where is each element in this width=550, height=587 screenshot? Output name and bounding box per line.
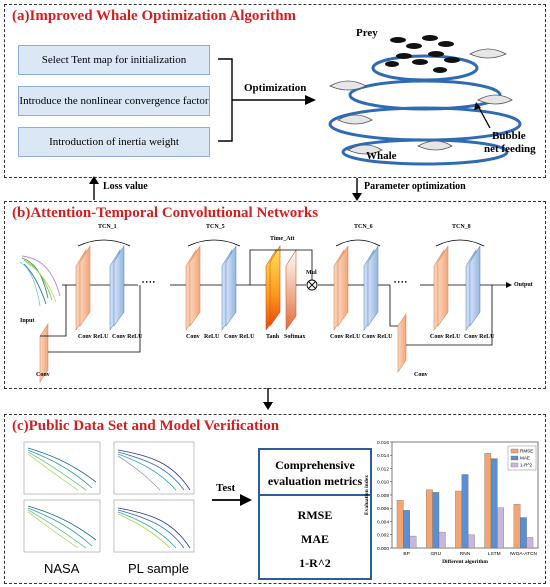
metric-1-r2: 1-R^2 [299, 556, 331, 570]
bar [461, 474, 469, 549]
metrics-box: Comprehensive evaluation metrics RMSE MA… [258, 448, 372, 580]
x-tick-label: GRU [430, 551, 441, 557]
panel-b-title: (b)Attention-Temporal Convolutional Netw… [12, 205, 319, 221]
nasa-label: NASA [44, 561, 80, 576]
layer-label-9: Conv ReLU [464, 334, 495, 340]
legend-label: MAE [520, 456, 530, 461]
panel-a-title: (a)Improved Whale Optimization Algorithm [12, 8, 297, 24]
panel-b [4, 201, 546, 389]
test-label: Test [216, 482, 236, 494]
legend-swatch [510, 462, 519, 468]
bar [484, 453, 492, 549]
bar [520, 517, 527, 549]
legend-swatch [510, 455, 519, 461]
tcn6-label: TCN_6 [354, 224, 373, 230]
legend-label: RMSE [520, 449, 533, 454]
y-tick-label: 0.006 [377, 506, 389, 512]
layer-label-1: Conv ReLU [78, 334, 109, 340]
layer-label-3: Conv [186, 334, 200, 340]
metric-rmse: RMSE [297, 508, 333, 522]
metrics-divider [260, 494, 370, 496]
y-tick-label: 0.004 [377, 519, 389, 525]
prey-label: Prey [356, 27, 378, 39]
bar [409, 535, 417, 549]
tcn1-label: TCN_1 [98, 224, 117, 230]
layer-label-4: ReLU [204, 334, 220, 340]
bar [396, 500, 404, 549]
layer-label-7: Conv ReLU [362, 334, 393, 340]
y-tick-label: 0.012 [377, 466, 389, 472]
mul-label: Mul [306, 270, 317, 276]
y-tick-label: 0.016 [377, 440, 389, 446]
tanh-label: Tanh [266, 334, 280, 340]
conv-side-label-1: Conv [36, 372, 50, 378]
y-tick-label: 0.010 [377, 480, 389, 486]
metric-mae: MAE [301, 532, 329, 546]
layer-label-8: Conv ReLU [430, 334, 461, 340]
x-tick-label: RNN [460, 551, 471, 557]
net-feeding-label: net feeding [484, 143, 536, 155]
bar [403, 510, 410, 549]
legend-label: 1-R^2 [520, 463, 533, 468]
tcn5-label: TCN_5 [206, 224, 225, 230]
loss-value-label: Loss value [103, 181, 148, 192]
whale-label: Whale [366, 150, 397, 162]
layer-label-2: Conv ReLU [112, 334, 143, 340]
x-tick-label: IWOA-ATCN [510, 551, 538, 557]
y-tick-label: 0.008 [377, 493, 389, 499]
x-tick-label: BP [403, 551, 409, 557]
panel-c [4, 414, 546, 584]
bubble-label: Bubble [492, 130, 526, 142]
bar [468, 534, 475, 549]
panel-c-title: (c)Public Data Set and Model Verificatio… [12, 418, 280, 434]
x-axis-label: Different algorithm [442, 559, 488, 565]
panel-a [4, 4, 546, 178]
step-tent-map: Select Tent map for initialization [18, 45, 210, 75]
bar [438, 531, 446, 549]
metrics-title-2: evaluation metrics [267, 474, 363, 488]
y-tick-label: 0.000 [377, 546, 389, 552]
legend-swatch [510, 448, 519, 454]
bar [497, 507, 504, 549]
layer-label-6: Conv ReLU [330, 334, 361, 340]
bar [426, 489, 433, 549]
bar [432, 492, 440, 549]
pl-sample-label: PL sample [128, 561, 189, 576]
bar [455, 490, 462, 549]
layer-label-5: Conv ReLU [224, 334, 255, 340]
output-label: Output [514, 282, 533, 288]
metrics-title-1: Comprehensive [275, 458, 355, 472]
bar [526, 537, 534, 549]
step-inertia-weight: Introduction of inertia weight [18, 127, 210, 157]
y-tick-label: 0.014 [377, 453, 389, 459]
softmax-label: Softmax [284, 334, 306, 340]
dots-2: • • • • [394, 280, 407, 286]
bar [513, 504, 521, 549]
dots-1: • • • • [142, 280, 155, 286]
conv-side-label-2: Conv [414, 372, 428, 378]
y-tick-label: 0.002 [377, 533, 389, 539]
y-axis-label: Evaluation index [364, 475, 370, 515]
x-tick-label: LSTM [488, 551, 501, 557]
time-att-label: Time_Att [270, 236, 295, 242]
parameter-optimization-label: Parameter optimization [364, 181, 466, 192]
step-nonlinear-factor: Introduce the nonlinear convergence fact… [18, 86, 210, 116]
optimization-label: Optimization [244, 82, 307, 94]
bar [490, 458, 498, 549]
input-label: Input [20, 318, 35, 324]
tcn8-label: TCN_8 [452, 224, 471, 230]
